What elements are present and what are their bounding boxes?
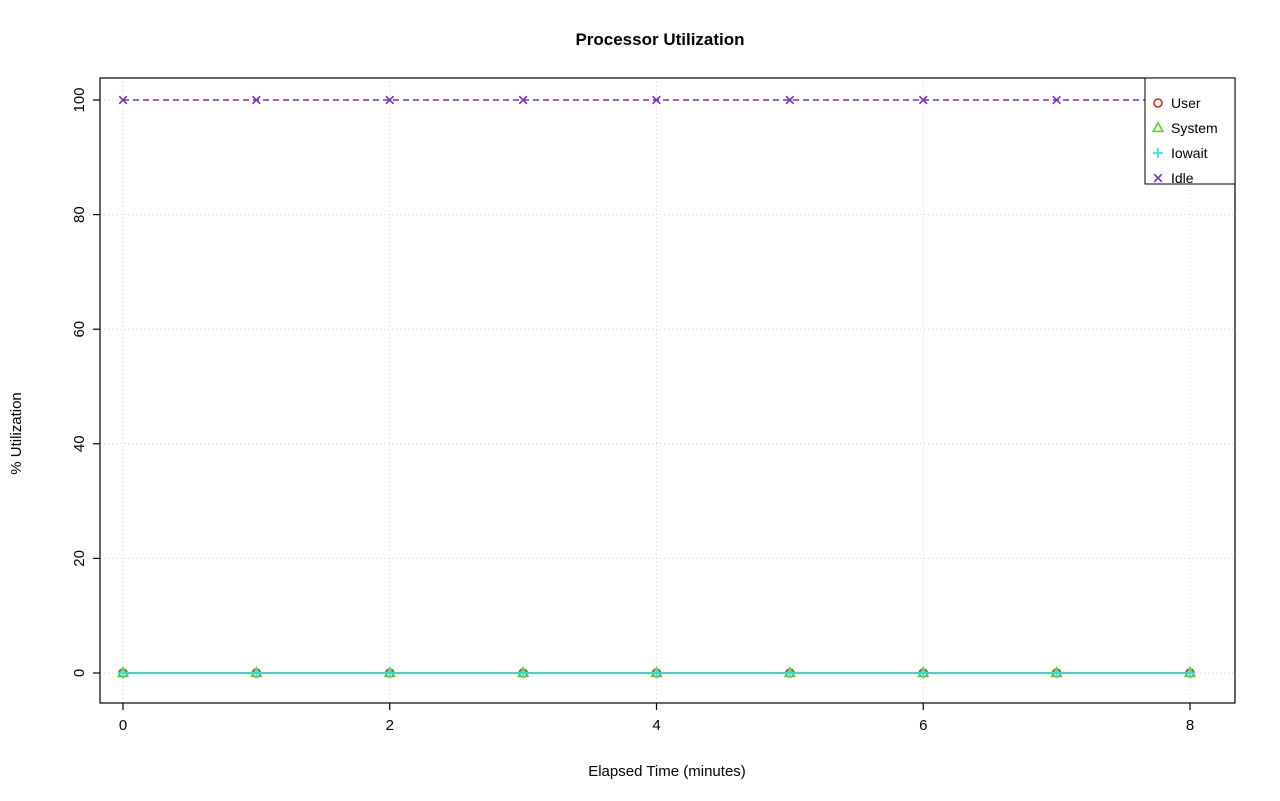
chart-title: Processor Utilization (575, 30, 745, 49)
x-tick-label: 6 (919, 717, 927, 734)
y-tick-label: 0 (71, 669, 88, 677)
x-tick-label: 8 (1186, 717, 1194, 734)
legend-label-user: User (1171, 95, 1201, 111)
x-tick-label: 4 (652, 717, 660, 734)
y-tick-label: 20 (71, 550, 88, 567)
y-tick-label: 40 (71, 435, 88, 452)
y-tick-label: 80 (71, 206, 88, 223)
legend-label-iowait: Iowait (1171, 145, 1208, 161)
x-tick-label: 0 (119, 717, 127, 734)
plot-border (99, 77, 1236, 704)
legend: User System Iowait Idle (1144, 77, 1236, 186)
x-tick-label: 2 (386, 717, 394, 734)
y-axis-label: % Utilization (8, 392, 25, 475)
legend-label-system: System (1171, 120, 1218, 136)
y-tick-label: 60 (71, 321, 88, 338)
y-tick-label: 100 (71, 87, 88, 112)
legend-label-idle: Idle (1171, 170, 1194, 186)
gridlines (100, 78, 1235, 703)
x-axis-label: Elapsed Time (minutes) (588, 763, 746, 780)
series-iowait (118, 668, 1195, 678)
